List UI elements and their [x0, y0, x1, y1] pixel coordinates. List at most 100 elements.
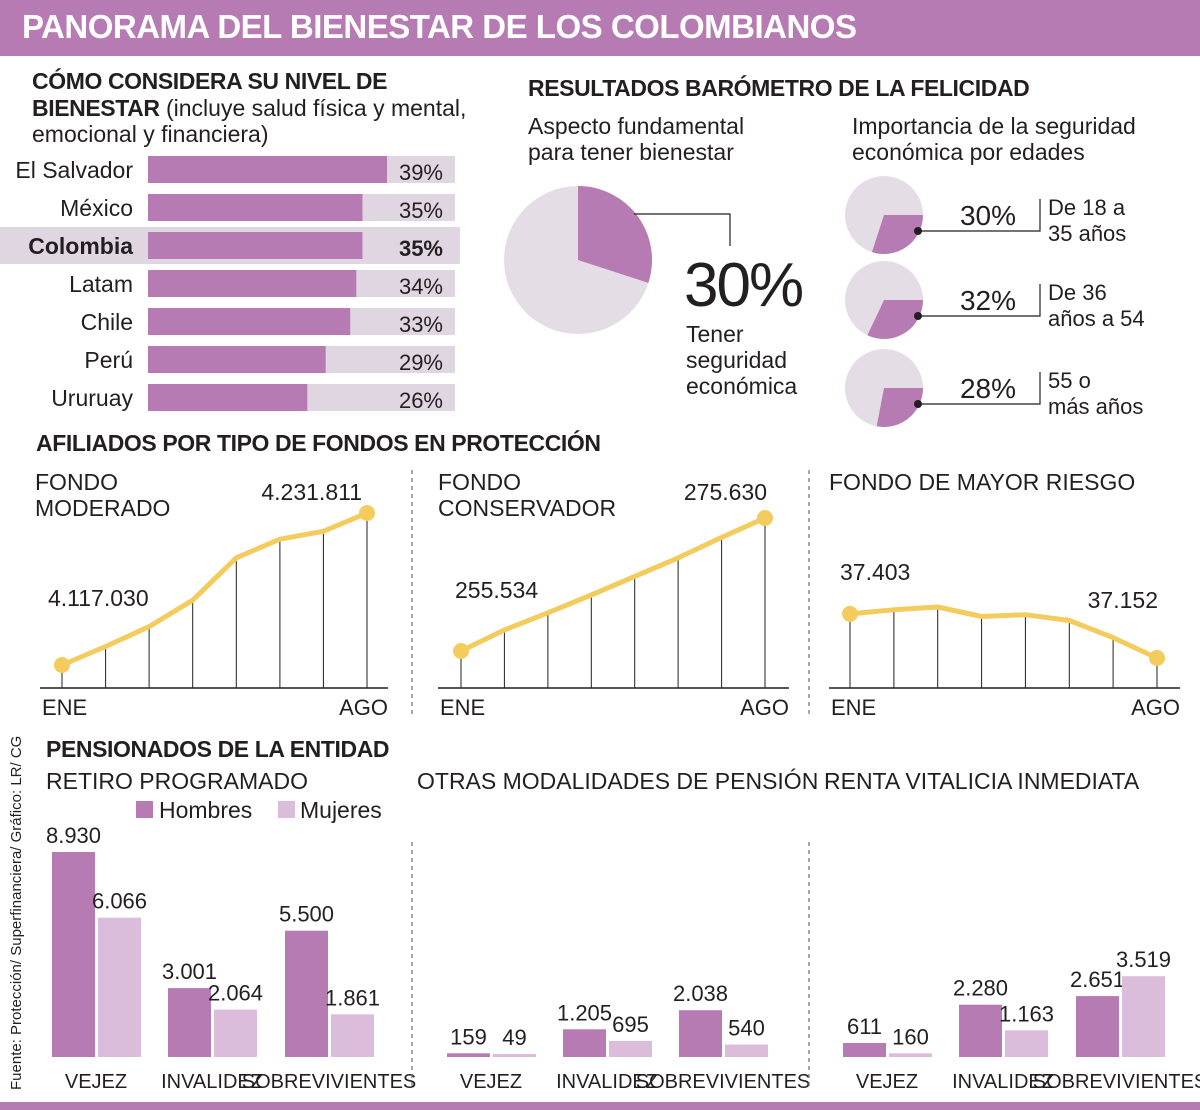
- barometer-title: RESULTADOS BARÓMETRO DE LA FELICIDAD: [528, 75, 1030, 101]
- pension-category-0-2: SOBREVIVIENTES: [242, 1071, 417, 1093]
- bar-5: [148, 346, 326, 373]
- line-x-start-1: ENE: [440, 695, 485, 720]
- legend-label-men: Hombres: [159, 797, 252, 823]
- pension-bar-1-1-0: [563, 1029, 606, 1057]
- pension-category-1-1: INVALIDEZ: [556, 1071, 658, 1093]
- age-pie-label2-0: 35 años: [1048, 221, 1126, 246]
- pension-bar-label-0-0-0: 8.930: [46, 823, 101, 848]
- bottom-bar: [0, 1102, 1200, 1110]
- age-pie-slice-0: [871, 215, 923, 254]
- bar-2: [148, 232, 363, 259]
- bar-value-6: 26%: [399, 388, 443, 413]
- main-pie-caption-2: seguridad: [686, 347, 787, 373]
- pension-bar-1-1-1: [609, 1041, 652, 1057]
- pension-bar-0-0-0: [52, 852, 95, 1057]
- pension-category-0-0: VEJEZ: [65, 1071, 127, 1093]
- line-series-1: [458, 515, 768, 654]
- pension-category-2-1: INVALIDEZ: [952, 1071, 1054, 1093]
- pension-bar-2-2-1: [1122, 976, 1165, 1057]
- age-pie-value-0: 30%: [960, 200, 1016, 231]
- pension-bar-label-2-2-1: 3.519: [1116, 947, 1171, 972]
- pension-bar-0-2-0: [285, 930, 328, 1057]
- line-point-last-2: [1149, 650, 1165, 666]
- wellbeing-title-bold: BIENESTAR: [32, 95, 160, 121]
- age-pie-leader-2: [918, 372, 1041, 405]
- line-last-label-1: 275.630: [684, 479, 767, 505]
- line-x-end-2: AGO: [1131, 695, 1180, 720]
- pension-bar-label-1-1-0: 1.205: [557, 1000, 612, 1025]
- pension-bar-label-0-1-0: 3.001: [162, 959, 217, 984]
- pension-bar-1-0-0: [447, 1053, 490, 1057]
- line-title2-1: CONSERVADOR: [438, 495, 616, 521]
- bar-value-4: 33%: [399, 312, 443, 337]
- legend-swatch-women: [278, 801, 295, 818]
- pension-category-1-0: VEJEZ: [460, 1071, 522, 1093]
- pension-bar-0-1-0: [168, 988, 211, 1057]
- legend-label-women: Mujeres: [300, 797, 382, 823]
- main-pie-slice: [578, 186, 653, 283]
- pensioners-title: PENSIONADOS DE LA ENTIDAD: [46, 736, 390, 762]
- pension-bar-label-1-2-1: 540: [728, 1016, 765, 1041]
- line-series-2: [847, 604, 1160, 661]
- age-pie-label1-0: De 18 a: [1048, 195, 1126, 220]
- main-pie-value: 30%: [684, 251, 802, 320]
- pension-bar-label-0-0-1: 6.066: [92, 889, 147, 914]
- legend-swatch-men: [136, 801, 153, 818]
- main-pie-caption-1: Tener: [686, 321, 744, 347]
- pension-bar-label-1-2-0: 2.038: [673, 981, 728, 1006]
- line-x-end-1: AGO: [740, 695, 789, 720]
- pension-title-2: RENTA VITALICIA INMEDIATA: [824, 768, 1140, 794]
- age-pie-value-1: 32%: [960, 285, 1016, 316]
- pension-bar-label-2-1-1: 1.163: [999, 1001, 1054, 1026]
- pension-category-1-2: SOBREVIVIENTES: [636, 1071, 811, 1093]
- line-point-last-1: [757, 510, 773, 526]
- bar-6: [148, 384, 308, 411]
- main-pie-leader-line: [634, 213, 731, 246]
- bar-value-3: 34%: [399, 274, 443, 299]
- pension-bar-label-0-2-0: 5.500: [279, 902, 334, 927]
- age-pie-slice-1: [867, 300, 923, 340]
- pension-bar-2-0-1: [889, 1053, 932, 1057]
- bar-4: [148, 308, 351, 335]
- wellbeing-title-line-3: emocional y financiera): [32, 121, 269, 147]
- barometer-ages-subtitle-2: económica por edades: [852, 139, 1085, 165]
- line-point-first-0: [54, 657, 70, 673]
- line-x-end-0: AGO: [339, 695, 388, 720]
- bar-label-5: Perú: [84, 347, 133, 373]
- main-pie-caption-3: económica: [686, 373, 797, 399]
- line-point-last-0: [359, 505, 375, 521]
- line-title1-0: FONDO: [35, 469, 118, 495]
- wellbeing-title-light: (incluye salud física y mental,: [159, 95, 467, 121]
- barometer-main-subtitle-2: para tener bienestar: [528, 139, 734, 165]
- pension-bar-label-0-1-1: 2.064: [208, 981, 263, 1006]
- line-title1-2: FONDO DE MAYOR RIESGO: [829, 469, 1135, 495]
- pension-bar-2-1-0: [959, 1004, 1002, 1057]
- age-pie-value-2: 28%: [960, 373, 1016, 404]
- barometer-ages-subtitle-1: Importancia de la seguridad: [852, 113, 1136, 139]
- line-series-0: [59, 510, 370, 668]
- age-pie-label1-2: 55 o: [1048, 368, 1091, 393]
- pension-bar-1-0-1: [493, 1054, 536, 1057]
- pension-bar-label-2-2-0: 2.651: [1070, 967, 1125, 992]
- pension-category-0-1: INVALIDEZ: [161, 1071, 263, 1093]
- pension-bar-0-1-1: [214, 1009, 257, 1057]
- bar-value-0: 39%: [399, 160, 443, 185]
- pension-bar-0-0-1: [98, 917, 141, 1057]
- bar-3: [148, 270, 357, 297]
- line-first-label-2: 37.403: [840, 559, 910, 585]
- page-title: PANORAMA DEL BIENESTAR DE LOS COLOMBIANO…: [22, 8, 857, 45]
- age-pie-leader-1: [918, 284, 1041, 317]
- bar-label-6: Ururuay: [51, 385, 133, 411]
- pension-bar-label-1-0-0: 159: [450, 1024, 487, 1049]
- line-point-first-2: [842, 605, 858, 622]
- pension-title-0: RETIRO PROGRAMADO: [46, 768, 308, 794]
- bar-label-2: Colombia: [28, 233, 133, 259]
- age-pie-label1-1: De 36: [1048, 280, 1107, 305]
- pension-bar-label-0-2-1: 1.861: [325, 985, 380, 1010]
- bar-label-0: El Salvador: [15, 157, 133, 183]
- line-title2-0: MODERADO: [35, 495, 170, 521]
- pension-category-2-2: SOBREVIVIENTES: [1033, 1071, 1200, 1093]
- line-first-label-0: 4.117.030: [48, 585, 149, 611]
- age-pie-label2-1: años a 54: [1048, 306, 1145, 331]
- bar-value-2: 35%: [399, 236, 443, 261]
